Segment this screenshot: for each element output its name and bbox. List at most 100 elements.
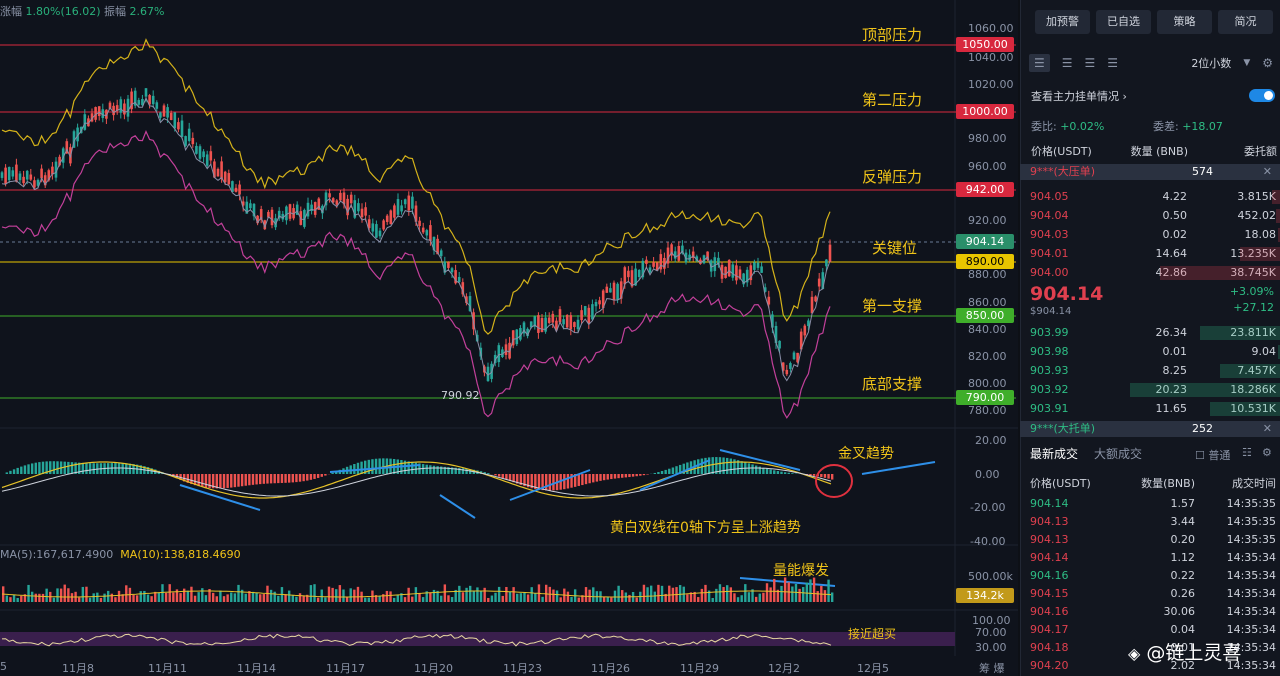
volume-bar <box>733 593 736 602</box>
close-icon[interactable]: ✕ <box>1262 422 1272 435</box>
normal-filter[interactable]: ☐ 普通 <box>1195 449 1231 462</box>
volume-bar <box>287 590 291 602</box>
candle-body <box>231 181 234 192</box>
bid-highlight[interactable]: 9***(大托单) 252 ✕ <box>1020 421 1280 437</box>
overview-button[interactable]: 简况 <box>1218 10 1273 34</box>
col-qty[interactable]: 数量 (BNB) <box>1130 145 1188 158</box>
macd-bar <box>483 472 486 474</box>
orderbook-both-icon[interactable]: ☰ <box>1029 54 1050 72</box>
tab-large-trades[interactable]: 大额成交 <box>1094 447 1143 461</box>
zone-label-rebound: 反弹压力 <box>862 168 923 186</box>
orderbook-row[interactable]: 903.92 20.23 18.286K <box>1020 382 1280 398</box>
candle-body <box>40 168 43 179</box>
volume-bar <box>56 588 59 602</box>
order-panel: 加预警 已自选 策略 简况 ☰ ☰ ☰ ☰ 2位小数 ▼ ⚙ 查看主力挂单情况 … <box>1020 0 1280 676</box>
chevron-down-icon[interactable]: ▼ <box>1243 58 1251 68</box>
filter-icon[interactable]: ☷ <box>1242 446 1252 459</box>
price-axis-tick: 920.00 <box>968 214 1007 227</box>
macd-bar <box>566 474 570 489</box>
candle-body <box>115 105 119 111</box>
macd-bar <box>776 471 780 474</box>
logo-icon: ◈ <box>1128 644 1141 663</box>
add-alert-button[interactable]: 加预警 <box>1035 10 1090 34</box>
orderbook-asks-icon[interactable]: ☰ <box>1084 56 1096 70</box>
candle-body <box>583 306 587 315</box>
macd-bar <box>494 474 497 476</box>
order-total: 452.02 <box>1237 209 1277 222</box>
volume-bar <box>284 594 287 602</box>
orderbook-row[interactable]: 903.93 8.25 7.457K <box>1020 363 1280 379</box>
decimals-select[interactable]: 2位小数 <box>1191 57 1232 70</box>
close-icon[interactable]: ✕ <box>1262 165 1272 178</box>
volume-bar <box>345 596 349 602</box>
orderbook-row[interactable]: 904.00 42.86 38.745K <box>1020 265 1280 281</box>
candle-body <box>259 209 263 221</box>
macd-bar <box>530 474 533 489</box>
macd-bar <box>27 464 30 474</box>
volume-bar <box>190 586 193 602</box>
annotation-golden-cross: 金叉趋势 <box>838 446 894 462</box>
candle-body <box>277 210 281 219</box>
volume-bar <box>780 585 783 602</box>
zone-label-bottom: 底部支撑 <box>862 375 923 393</box>
orderbook-row[interactable]: 903.91 11.65 10.531K <box>1020 401 1280 417</box>
strategy-button[interactable]: 策略 <box>1157 10 1212 34</box>
ask-highlight[interactable]: 9***(大压单) 574 ✕ <box>1020 164 1280 180</box>
settings-icon[interactable]: ⚙ <box>1262 56 1273 70</box>
orderbook-row[interactable]: 904.05 4.22 3.815K <box>1020 189 1280 205</box>
macd-bar <box>754 465 758 474</box>
col-total[interactable]: 委托额 <box>1244 145 1277 158</box>
volume-bar <box>693 591 696 602</box>
volume-bar <box>497 586 501 602</box>
candlestick-chart[interactable] <box>0 0 1018 676</box>
price-tag-790: 790.00 <box>956 390 1014 405</box>
settings-icon[interactable]: ⚙ <box>1262 446 1272 459</box>
volume-bar <box>248 591 251 602</box>
volume-bar <box>519 593 523 602</box>
volume-bar <box>711 597 714 602</box>
macd-bar <box>41 461 45 474</box>
volume-bar <box>613 590 617 602</box>
trade-time: 14:35:35 <box>1226 497 1276 510</box>
volume-bar <box>389 591 392 602</box>
orderbook-bids-icon[interactable]: ☰ <box>1061 56 1073 70</box>
candle-body <box>745 269 749 283</box>
macd-bar <box>762 467 765 474</box>
candle-body <box>4 167 7 184</box>
tab-latest-trades[interactable]: 最新成交 <box>1030 447 1079 461</box>
orderbook-row[interactable]: 904.01 14.64 13.235K <box>1020 246 1280 262</box>
orderbook-row[interactable]: 904.03 0.02 18.08 <box>1020 227 1280 243</box>
trade-qty: 1.12 <box>1170 551 1196 564</box>
volume-bar <box>516 593 519 602</box>
macd-bar <box>450 467 454 474</box>
volume-bar <box>186 590 190 602</box>
macd-bar <box>287 474 291 483</box>
volume-bar <box>211 592 215 602</box>
favorited-button[interactable]: 已自选 <box>1096 10 1151 34</box>
candle-body <box>133 90 137 106</box>
orderbook-list-icon[interactable]: ☰ <box>1107 56 1119 70</box>
volume-bar <box>157 592 161 602</box>
candle-body <box>195 145 198 154</box>
main-orders-toggle[interactable] <box>1249 89 1275 102</box>
orderbook-row[interactable]: 903.98 0.01 9.04 <box>1020 344 1280 360</box>
candle-body <box>90 113 94 122</box>
orderbook-row[interactable]: 903.99 26.34 23.811K <box>1020 325 1280 341</box>
chart-area[interactable]: 涨幅 1.80%(16.02) 振幅 2.67% 顶部压力 第二压力 反弹压力 … <box>0 0 1018 676</box>
candle-body <box>331 198 335 203</box>
orderbook-row[interactable]: 904.04 0.50 452.02 <box>1020 208 1280 224</box>
candle-body <box>598 300 601 305</box>
volume-bar <box>197 592 200 602</box>
candle-body <box>249 203 252 209</box>
candle-body <box>213 161 216 178</box>
macd-bar <box>606 474 609 480</box>
candle-body <box>432 236 436 251</box>
volume-bar <box>812 577 816 602</box>
macd-bar <box>682 463 685 474</box>
macd-bar <box>414 462 418 474</box>
candle-body <box>760 266 763 273</box>
volume-bar <box>577 597 580 602</box>
volume-bar <box>125 585 128 602</box>
main-orders-link[interactable]: 查看主力挂单情况 › <box>1031 90 1127 103</box>
macd-bar <box>237 474 240 487</box>
